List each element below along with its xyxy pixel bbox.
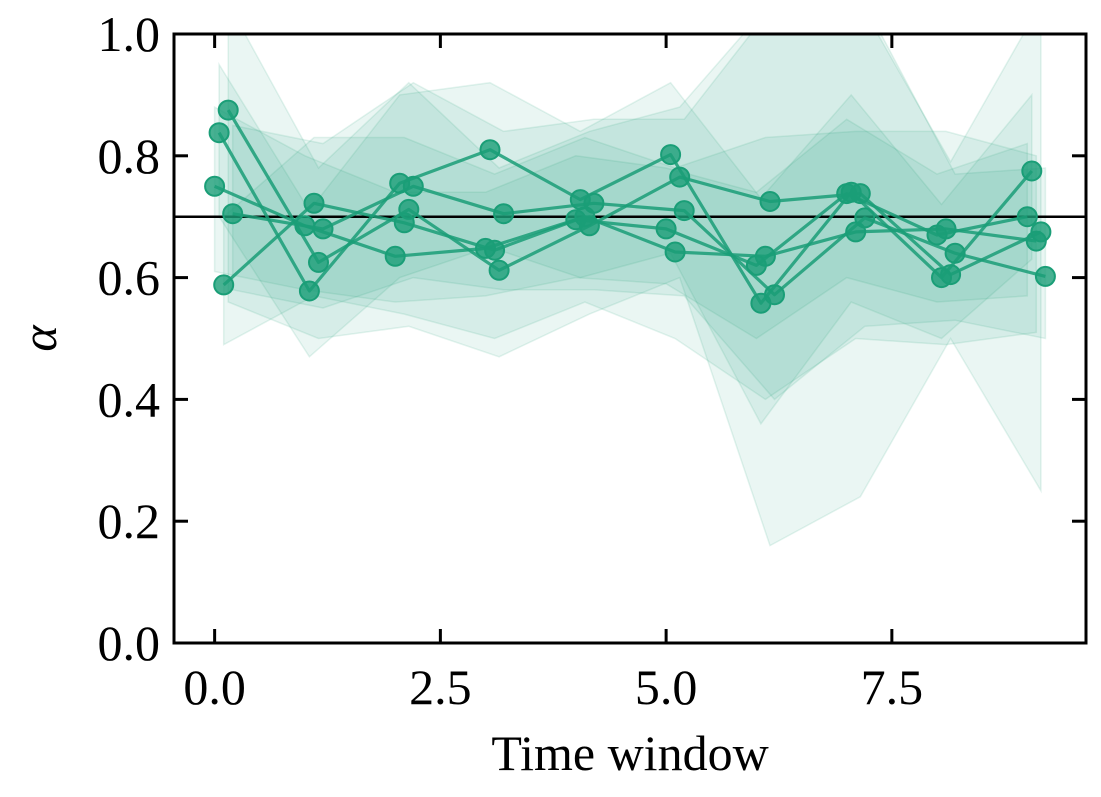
data-point-s1-6 <box>655 218 677 240</box>
data-point-s1-2 <box>294 215 316 237</box>
data-point-s5-3 <box>402 175 424 197</box>
data-point-s5-1 <box>222 203 244 225</box>
axis-tick-labels: 0.0 2.5 5.0 7.5 0.0 0.2 0.4 0.6 0.8 1.0 <box>98 6 924 715</box>
data-point-s4-8 <box>849 183 871 205</box>
data-point-s4-6 <box>669 166 691 188</box>
data-point-s5-8 <box>854 207 876 229</box>
x-axis-label: Time window <box>491 725 768 781</box>
y-tick-label-6: 1.0 <box>98 6 161 62</box>
x-tick-label-3: 5.0 <box>635 659 698 715</box>
series-line-5 <box>232 184 1046 297</box>
data-point-s2-4 <box>479 139 501 161</box>
confidence-band-4 <box>227 34 1042 547</box>
x-tick-label-2: 2.5 <box>409 659 472 715</box>
data-point-s4-3 <box>398 198 420 220</box>
axis-ticks <box>174 32 1086 645</box>
data-point-s3-1 <box>213 274 235 296</box>
x-tick-label-1: 0.0 <box>183 659 246 715</box>
data-point-s5-4 <box>493 203 515 225</box>
data-point-s2-1 <box>208 122 230 144</box>
data-point-s4-9 <box>940 264 962 286</box>
data-point-s3-4 <box>484 239 506 261</box>
series-line-2 <box>217 131 1034 305</box>
y-tick-label-1: 0.0 <box>98 615 161 671</box>
y-tick-label-2: 0.2 <box>98 493 161 549</box>
series-lines <box>213 109 1046 305</box>
y-tick-label-3: 0.4 <box>98 371 161 427</box>
data-point-s1-1 <box>204 175 226 197</box>
data-point-s5-9 <box>944 242 966 264</box>
confidence-band-3 <box>222 130 1038 401</box>
data-point-s2-2 <box>298 280 320 302</box>
data-point-s4-10 <box>1030 221 1052 243</box>
data-point-s2-6 <box>660 144 682 166</box>
data-point-s4-4 <box>488 259 510 281</box>
data-point-s1-3 <box>384 245 406 267</box>
data-point-s3-6 <box>664 241 686 263</box>
confidence-band-2 <box>218 61 1033 426</box>
y-tick-label-4: 0.6 <box>98 250 161 306</box>
y-axis-label: α <box>11 324 67 352</box>
series-markers <box>204 99 1056 314</box>
data-point-s3-2 <box>303 192 325 214</box>
x-tick-label-4: 7.5 <box>861 659 924 715</box>
data-point-s5-6 <box>673 200 695 222</box>
data-point-s3-9 <box>935 218 957 240</box>
data-point-s5-2 <box>312 218 334 240</box>
data-point-s4-1 <box>217 99 239 121</box>
data-point-s5-10 <box>1034 265 1056 287</box>
y-tick-label-5: 0.8 <box>98 128 161 184</box>
data-point-s4-7 <box>759 191 781 212</box>
data-point-s1-10 <box>1016 206 1038 228</box>
data-point-s3-7 <box>754 245 776 267</box>
data-point-s2-10 <box>1021 160 1043 182</box>
data-point-s4-5 <box>578 215 600 237</box>
data-point-s5-5 <box>583 192 605 214</box>
plot-area-frame <box>172 32 1088 645</box>
data-point-s4-2 <box>308 251 329 273</box>
data-point-s5-7 <box>764 284 785 306</box>
